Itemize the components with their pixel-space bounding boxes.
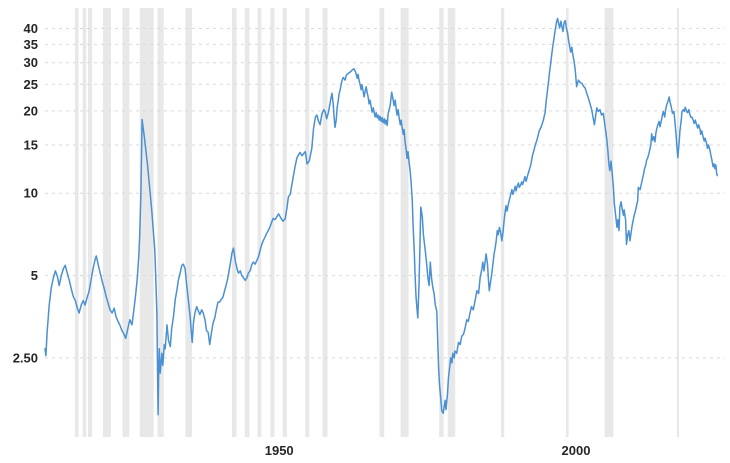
y-tick-label: 40: [24, 21, 38, 36]
recession-band: [676, 8, 679, 437]
y-tick-label: 30: [24, 55, 38, 70]
x-axis-labels: 1950 2000: [265, 443, 591, 458]
recession-band: [500, 8, 505, 437]
recession-band: [447, 8, 456, 437]
x-tick-label: 2000: [562, 443, 591, 458]
data-line-series: [44, 17, 719, 416]
recession-band: [102, 8, 111, 437]
recession-band: [232, 8, 237, 437]
recession-band: [379, 8, 385, 437]
recession-band: [270, 8, 275, 437]
y-tick-label: 5: [31, 268, 38, 283]
recession-band: [604, 8, 614, 437]
recession-band: [75, 8, 79, 437]
recession-band: [257, 8, 262, 437]
recession-band: [244, 8, 250, 437]
recession-band: [305, 8, 310, 437]
y-tick-label: 20: [24, 103, 38, 118]
recession-band: [82, 8, 87, 437]
recession-band: [565, 8, 569, 437]
recession-band: [282, 8, 287, 437]
y-tick-label: 35: [24, 37, 38, 52]
y-tick-label: 10: [24, 186, 38, 201]
recession-band: [122, 8, 130, 437]
recession-band: [322, 8, 328, 437]
recession-band: [400, 8, 409, 437]
y-tick-label: 25: [24, 77, 38, 92]
recession-band: [139, 8, 154, 437]
recession-band: [88, 8, 93, 437]
recession-band: [185, 8, 192, 437]
series-layer: [44, 17, 719, 416]
x-tick-label: 1950: [265, 443, 294, 458]
recession-bands-layer: [75, 8, 679, 437]
y-tick-label: 2.50: [13, 350, 38, 365]
recession-band: [439, 8, 444, 437]
recession-band: [157, 8, 164, 437]
y-tick-label: 15: [24, 138, 38, 153]
